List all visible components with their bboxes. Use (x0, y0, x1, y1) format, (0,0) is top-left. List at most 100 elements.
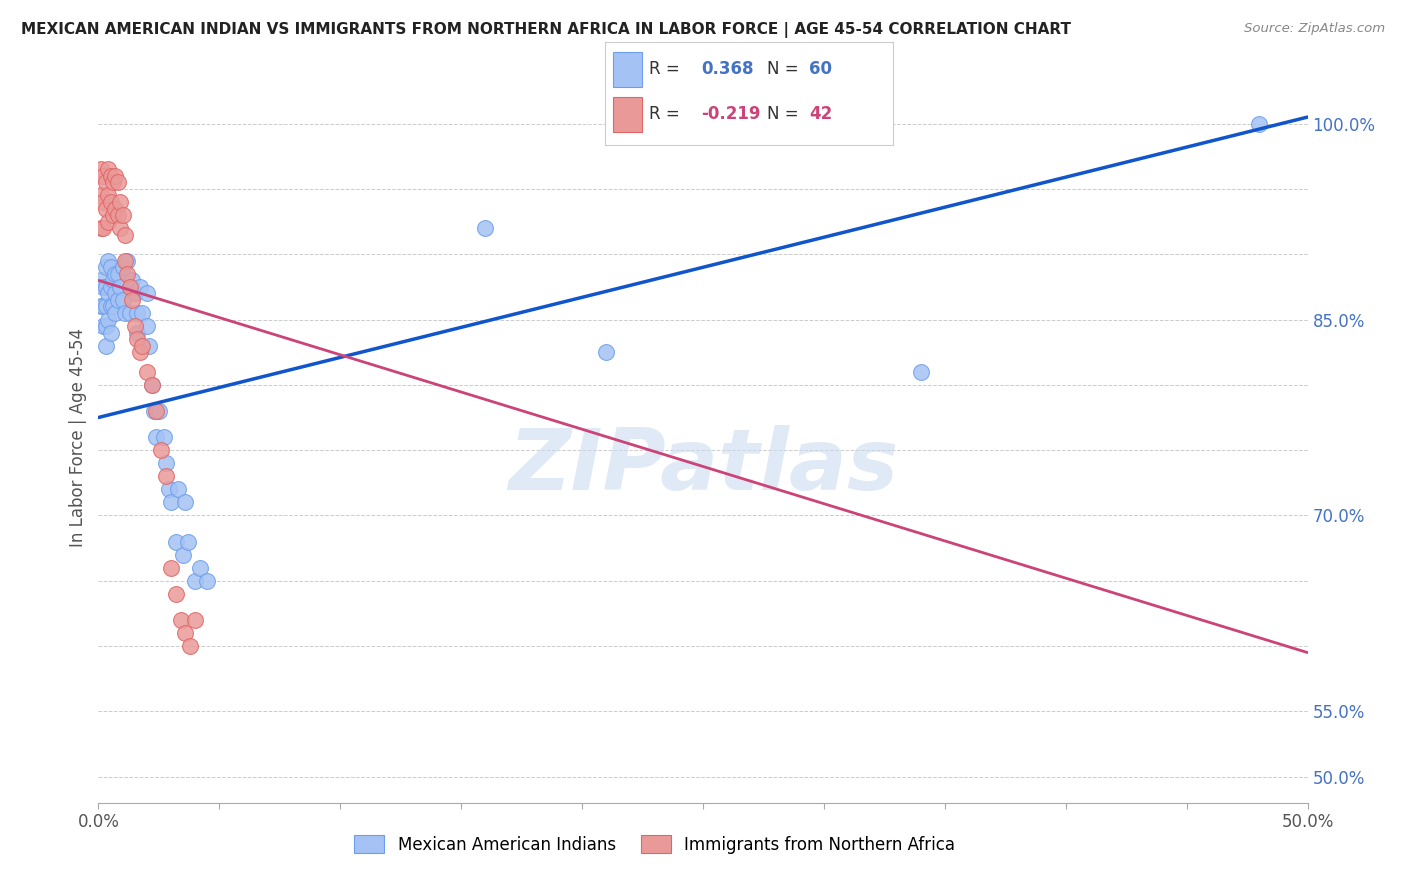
Point (188, 560, 211, 574)
Point (131, 339, 153, 353)
Point (107, 293, 129, 307)
Point (90, 300, 112, 314)
Point (101, 175, 124, 189)
Point (114, 306, 136, 320)
Point (114, 227, 136, 242)
Point (135, 286, 157, 301)
Point (90, 188, 112, 202)
Point (101, 208, 124, 222)
Point (91, 280, 114, 294)
FancyBboxPatch shape (613, 52, 643, 87)
Point (195, 574, 218, 588)
Point (127, 326, 149, 340)
Point (157, 483, 180, 497)
Point (90, 162, 112, 177)
Point (107, 175, 129, 189)
Point (165, 587, 187, 601)
Point (97, 253, 120, 268)
Point (97, 312, 120, 326)
Text: MEXICAN AMERICAN INDIAN VS IMMIGRANTS FROM NORTHERN AFRICA IN LABOR FORCE | AGE : MEXICAN AMERICAN INDIAN VS IMMIGRANTS FR… (21, 22, 1071, 38)
Point (104, 169, 127, 183)
Point (100, 169, 122, 183)
Point (174, 626, 197, 640)
Point (91, 194, 114, 209)
Point (97, 214, 120, 228)
Point (121, 273, 143, 287)
Point (90, 273, 112, 287)
Point (111, 260, 134, 275)
Text: N =: N = (768, 105, 804, 123)
Point (179, 639, 201, 653)
Point (94, 260, 117, 275)
Point (108, 221, 131, 235)
Point (94, 300, 117, 314)
Point (165, 534, 187, 549)
Point (138, 339, 160, 353)
Text: -0.219: -0.219 (702, 105, 761, 123)
Point (155, 469, 177, 483)
Y-axis label: In Labor Force | Age 45-54: In Labor Force | Age 45-54 (69, 327, 87, 547)
Point (474, 221, 496, 235)
Point (94, 339, 117, 353)
Point (184, 613, 207, 627)
Point (100, 300, 122, 314)
Text: 42: 42 (810, 105, 832, 123)
Point (104, 267, 127, 281)
Point (108, 194, 131, 209)
Point (104, 306, 127, 320)
Point (143, 404, 166, 418)
Point (97, 162, 120, 177)
Point (145, 404, 167, 418)
Point (101, 300, 124, 314)
Point (160, 560, 183, 574)
Point (124, 319, 146, 334)
Point (118, 280, 141, 294)
Point (107, 208, 129, 222)
Point (128, 345, 150, 359)
Point (145, 430, 167, 444)
FancyBboxPatch shape (613, 97, 643, 132)
Point (141, 377, 163, 392)
Point (107, 267, 129, 281)
Point (155, 456, 177, 470)
Point (91, 319, 114, 334)
Text: 0.368: 0.368 (702, 60, 754, 78)
Point (91, 221, 114, 235)
Point (127, 306, 149, 320)
Point (127, 332, 149, 346)
Text: R =: R = (650, 105, 685, 123)
Point (111, 208, 134, 222)
Text: R =: R = (650, 60, 685, 78)
Point (135, 365, 157, 379)
Point (97, 286, 120, 301)
Point (100, 194, 122, 209)
Point (101, 273, 124, 287)
Point (910, 365, 932, 379)
Point (91, 169, 114, 183)
Point (174, 495, 197, 509)
Point (97, 188, 120, 202)
Point (184, 574, 207, 588)
Point (90, 221, 112, 235)
Point (108, 280, 131, 294)
Point (169, 613, 191, 627)
Point (135, 319, 157, 334)
Point (128, 280, 150, 294)
Point (177, 534, 200, 549)
Text: N =: N = (768, 60, 804, 78)
Point (118, 306, 141, 320)
Point (111, 293, 134, 307)
Point (1249, 117, 1271, 131)
Point (121, 293, 143, 307)
Point (114, 253, 136, 268)
Point (91, 300, 114, 314)
Point (160, 495, 183, 509)
Point (172, 548, 194, 562)
Point (104, 286, 127, 301)
Point (100, 280, 122, 294)
Text: ZIPatlas: ZIPatlas (508, 425, 898, 508)
Text: Source: ZipAtlas.com: Source: ZipAtlas.com (1244, 22, 1385, 36)
Point (595, 345, 617, 359)
Point (94, 319, 117, 334)
Point (118, 280, 141, 294)
